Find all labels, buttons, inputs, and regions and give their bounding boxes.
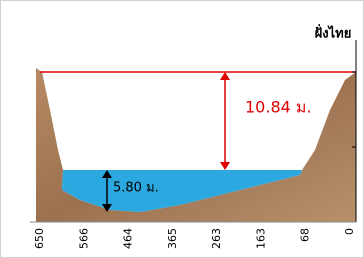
x-tick-label: 163 [254,228,267,249]
bank-title: ฝั่งไทย [315,24,352,42]
x-tick-label: 566 [77,228,90,249]
x-tick-label: 68 [299,228,312,242]
x-tick-label: 464 [122,228,135,249]
cross-section-diagram: ฝั่งไทย 10.84 ม. 5.80 ม. 650 566 464 365 263… [0,0,364,258]
depth-label: 5.80 ม. [113,181,159,196]
x-tick-label: 650 [33,228,46,249]
x-tick-label: 365 [166,228,179,249]
x-tick-label: 0 [343,228,356,235]
height-label: 10.84 ม. [245,98,312,117]
x-tick-label: 263 [210,228,223,249]
